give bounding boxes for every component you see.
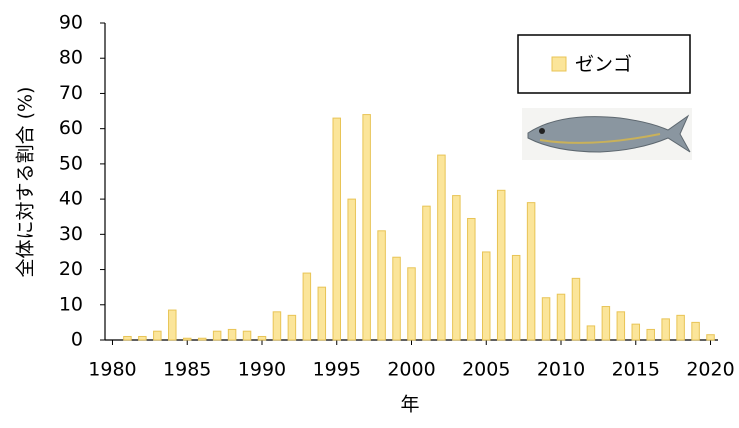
y-tick-label: 70 (59, 82, 83, 104)
bar (496, 189, 506, 341)
bar (482, 251, 491, 341)
bar (392, 256, 401, 341)
x-tick-label: 1990 (238, 359, 286, 381)
bar (616, 311, 626, 341)
bar (706, 334, 715, 341)
fish-eye (539, 128, 545, 134)
y-tick-label: 50 (59, 152, 83, 174)
bar (362, 114, 371, 341)
bar (676, 314, 685, 341)
bar (182, 337, 192, 341)
bar (168, 309, 177, 341)
y-axis-label: 全体に対する割合 (%) (15, 87, 37, 278)
bar (631, 323, 641, 341)
x-tick-label: 2000 (387, 359, 435, 381)
x-tick-label: 2020 (686, 359, 734, 381)
y-tick-label: 40 (59, 188, 83, 210)
bar (526, 202, 536, 341)
bar (138, 335, 147, 341)
bar (272, 311, 282, 341)
bar (437, 154, 446, 341)
bar (407, 267, 416, 341)
legend-label: ゼンゴ (575, 54, 632, 76)
bar (452, 195, 461, 341)
bar (377, 230, 386, 341)
bar (287, 314, 297, 341)
fish-stripe (539, 133, 661, 144)
bar (257, 335, 267, 341)
bar (153, 330, 162, 341)
y-tick-label: 80 (59, 47, 83, 69)
bar (242, 330, 252, 341)
bar (646, 328, 655, 341)
bar (332, 117, 341, 341)
bar (691, 321, 700, 341)
x-tick-label: 1985 (163, 359, 211, 381)
x-tick-label: 2015 (612, 359, 660, 381)
bar (302, 272, 312, 341)
bar (347, 198, 356, 341)
x-tick-label: 1995 (313, 359, 361, 381)
x-tick-label: 1980 (88, 359, 136, 381)
x-tick-label: 2010 (537, 359, 585, 381)
legend: ゼンゴ (517, 34, 691, 94)
bar (511, 254, 521, 341)
x-tick-label: 2005 (462, 359, 510, 381)
bar (227, 328, 237, 341)
x-axis-label: 年 (400, 394, 419, 416)
y-tick-label: 20 (59, 258, 83, 280)
bar (601, 306, 611, 341)
bar (212, 330, 222, 341)
bar (197, 337, 207, 341)
bar (556, 293, 566, 341)
y-tick-label: 30 (59, 223, 83, 245)
fish-image (522, 108, 692, 160)
bar (317, 286, 327, 341)
bar (123, 335, 132, 341)
legend-box (517, 34, 691, 94)
bar (571, 277, 581, 341)
bar (422, 205, 431, 341)
bar (586, 325, 596, 341)
y-tick-label: 0 (71, 329, 83, 351)
y-tick-label: 60 (59, 117, 83, 139)
y-tick-label: 90 (59, 12, 83, 34)
bar (661, 318, 670, 341)
y-tick-label: 10 (59, 293, 83, 315)
bar (541, 297, 551, 341)
legend-swatch (551, 56, 567, 72)
bar (467, 217, 476, 341)
